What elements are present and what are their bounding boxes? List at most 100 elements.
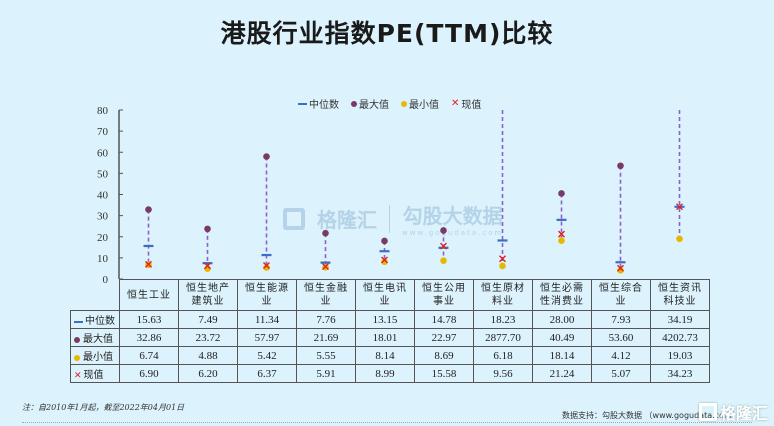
table-cell: 21.24 bbox=[532, 364, 592, 383]
row-label: 最小值 bbox=[70, 346, 120, 365]
table-cell: 4.12 bbox=[591, 346, 651, 365]
column-header: 恒生公用 事业 bbox=[414, 279, 474, 311]
corner-logo: 格隆汇 bbox=[698, 400, 768, 424]
chart-title: 港股行业指数PE(TTM)比较 bbox=[220, 19, 554, 48]
table-cell: 8.14 bbox=[355, 346, 415, 365]
table-cell: 9.56 bbox=[473, 364, 533, 383]
table-cell: 6.18 bbox=[473, 346, 533, 365]
column-header: 恒生资讯 科技业 bbox=[650, 279, 710, 311]
min-dot bbox=[558, 237, 565, 244]
table-cell: 8.69 bbox=[414, 346, 474, 365]
y-tick-label: 10 bbox=[97, 253, 109, 265]
table-cell: 6.37 bbox=[237, 364, 297, 383]
table-cell: 2877.70 bbox=[473, 328, 533, 347]
max-dot bbox=[145, 206, 152, 213]
watermark: 格隆汇 勾股大数据 www.gogudata.com bbox=[283, 200, 503, 237]
current-x-mark bbox=[263, 262, 270, 270]
current-x-mark bbox=[145, 260, 152, 268]
table-cell: 7.49 bbox=[178, 310, 238, 329]
max-dot bbox=[263, 153, 270, 160]
column-header: 恒生工业 bbox=[119, 279, 179, 311]
table-cell: 34.19 bbox=[650, 310, 710, 329]
table-row: 最大值 32.86 23.72 57.97 21.69 18.01 22.97 2877.70… bbox=[70, 328, 710, 347]
dot-icon bbox=[401, 100, 407, 107]
dash-icon bbox=[74, 320, 83, 323]
max-dot bbox=[381, 237, 388, 245]
table-cell: 18.14 bbox=[532, 346, 592, 365]
y-tick-label: 80 bbox=[97, 105, 109, 117]
row-label: 中位数 bbox=[70, 310, 120, 329]
table-cell: 4.88 bbox=[178, 346, 238, 365]
y-tick-label: 40 bbox=[97, 190, 109, 202]
legend-current: ✕ 现值 bbox=[451, 97, 482, 111]
dash-icon bbox=[298, 102, 307, 105]
current-x-mark bbox=[440, 242, 447, 250]
min-dot bbox=[440, 257, 447, 264]
table-cell: 19.03 bbox=[650, 346, 710, 365]
column-header: 恒生必需 性消费业 bbox=[532, 279, 592, 311]
legend-median: 中位数 bbox=[298, 96, 339, 111]
current-x-mark bbox=[204, 262, 211, 270]
table-cell: 53.60 bbox=[591, 328, 651, 347]
min-dot bbox=[381, 258, 388, 266]
data-table: 恒生工业 恒生地产 建筑业 恒生能源业恒生金融业恒生电讯业恒生公用 事业 恒生原材 料业 恒生… bbox=[70, 279, 710, 383]
table-cell: 14.78 bbox=[414, 310, 474, 329]
table-cell: 32.86 bbox=[119, 328, 179, 347]
column-header: 恒生能源业 bbox=[237, 279, 297, 311]
chart-legend: 中位数 最大值 最小值 ✕ 现值 bbox=[298, 96, 481, 111]
dot-icon bbox=[74, 336, 80, 343]
current-x-mark bbox=[558, 230, 565, 238]
min-dot bbox=[617, 266, 624, 274]
current-x-mark bbox=[381, 256, 388, 264]
watermark-partner: 勾股大数据 bbox=[402, 204, 503, 228]
table-cell: 8.99 bbox=[355, 364, 415, 383]
y-tick-label: 30 bbox=[97, 211, 109, 223]
table-cell: 15.58 bbox=[414, 364, 474, 383]
legend-min: 最小值 bbox=[401, 96, 439, 111]
table-cell: 4202.73 bbox=[650, 328, 710, 347]
table-cell: 28.00 bbox=[532, 310, 592, 329]
column-header: 恒生地产 建筑业 bbox=[178, 279, 238, 311]
watermark-url: www.gogudata.com bbox=[402, 229, 504, 237]
max-dot bbox=[204, 225, 211, 233]
table-row: 最小值 6.74 4.88 5.42 5.55 8.14 8.69 6.18 18.14 4.12… bbox=[70, 346, 710, 365]
y-tick-label: 50 bbox=[97, 168, 109, 180]
max-dot bbox=[617, 162, 624, 170]
table-cell: 21.69 bbox=[296, 328, 356, 347]
current-x-mark bbox=[676, 203, 683, 211]
table-cell: 5.07 bbox=[591, 364, 651, 383]
x-mark-icon: ✕ bbox=[74, 371, 82, 381]
y-tick-label: 70 bbox=[97, 126, 109, 138]
min-dot bbox=[499, 262, 506, 270]
table-row: ✕ 现值 6.90 6.20 6.37 5.91 8.99 15.58 9.56 21.24 5.0… bbox=[70, 364, 710, 383]
data-source: 数据支持：勾股大数据 （www.gogudata.com） bbox=[562, 411, 740, 420]
footnote: 注：自2010年1月起，截至2022年04月01日 bbox=[22, 403, 185, 412]
table-cell: 11.34 bbox=[237, 310, 297, 329]
y-tick-label: 20 bbox=[97, 232, 109, 244]
column-header: 恒生综合业 bbox=[591, 279, 651, 311]
table-cell: 7.76 bbox=[296, 310, 356, 329]
max-dot bbox=[558, 190, 565, 197]
min-dot bbox=[676, 235, 683, 243]
column-header: 恒生电讯业 bbox=[355, 279, 415, 311]
table-cell: 18.01 bbox=[355, 328, 415, 347]
dot-icon bbox=[74, 354, 80, 361]
row-label: 最大值 bbox=[70, 328, 120, 347]
brand-logo-icon bbox=[283, 207, 305, 230]
x-mark-icon: ✕ bbox=[451, 97, 460, 109]
brand-logo-icon bbox=[698, 403, 717, 421]
table-cell: 5.42 bbox=[237, 346, 297, 365]
max-dot bbox=[440, 227, 447, 234]
table-cell: 7.93 bbox=[591, 310, 651, 329]
table-cell: 5.91 bbox=[296, 364, 356, 383]
min-dot bbox=[263, 264, 270, 271]
table-cell: 6.90 bbox=[119, 364, 179, 383]
table-cell: 5.55 bbox=[296, 346, 356, 365]
y-tick-label: 60 bbox=[97, 147, 109, 159]
divider bbox=[389, 204, 390, 233]
divider bbox=[22, 422, 752, 423]
table-cell: 23.72 bbox=[178, 328, 238, 347]
dot-icon bbox=[351, 100, 357, 107]
table-cell: 6.20 bbox=[178, 364, 238, 383]
table-cell: 40.49 bbox=[532, 328, 592, 347]
